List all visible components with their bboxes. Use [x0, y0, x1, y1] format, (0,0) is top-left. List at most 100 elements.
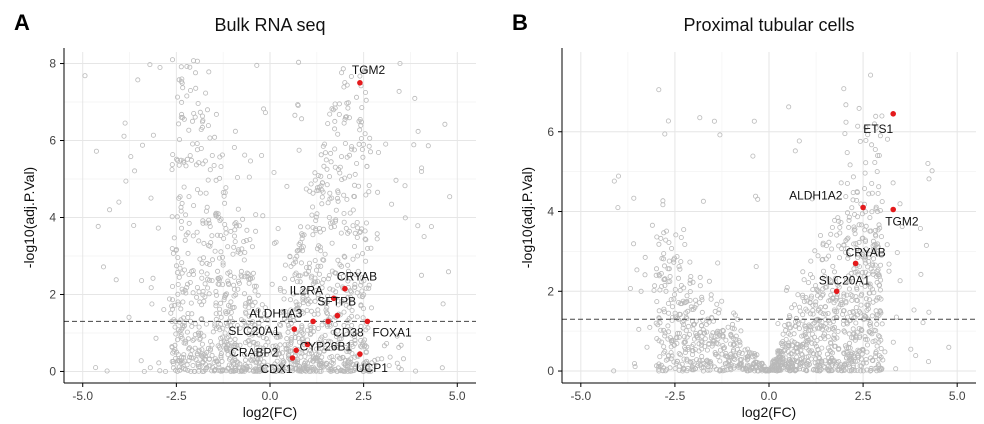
background-point	[863, 137, 869, 143]
background-point	[737, 361, 743, 367]
background-point	[733, 333, 739, 339]
background-point	[676, 367, 682, 373]
background-point	[351, 284, 357, 290]
background-point	[193, 85, 199, 91]
background-point	[867, 321, 873, 327]
gene-label: CRYAB	[846, 245, 886, 259]
background-point	[325, 276, 331, 282]
background-point	[652, 283, 658, 289]
background-point	[254, 357, 260, 363]
background-point	[815, 253, 821, 259]
background-point	[361, 68, 367, 74]
background-point	[669, 245, 675, 251]
background-point	[696, 341, 702, 347]
background-point	[886, 268, 892, 274]
background-point	[890, 180, 896, 186]
background-point	[836, 359, 842, 365]
background-point	[880, 357, 886, 363]
background-point	[672, 292, 678, 298]
background-point	[348, 289, 354, 295]
background-point	[810, 307, 816, 313]
background-point	[827, 320, 833, 326]
highlighted-point	[357, 351, 363, 357]
background-point	[345, 294, 351, 300]
background-point	[803, 323, 809, 329]
background-point	[197, 256, 203, 262]
background-point	[208, 240, 214, 246]
background-point	[670, 304, 676, 310]
background-point	[213, 111, 219, 117]
background-point	[360, 251, 366, 257]
background-point	[659, 255, 665, 261]
background-point	[311, 356, 317, 362]
background-point	[845, 235, 851, 241]
background-point	[232, 128, 238, 134]
background-point	[847, 309, 853, 315]
background-point	[319, 334, 325, 340]
background-point	[782, 347, 788, 353]
background-point	[220, 262, 226, 268]
background-point	[203, 190, 209, 196]
background-point	[668, 356, 674, 362]
background-point	[217, 346, 223, 352]
background-point	[247, 357, 253, 363]
background-point	[682, 339, 688, 345]
background-point	[731, 347, 737, 353]
background-point	[877, 334, 883, 340]
background-point	[344, 363, 350, 369]
background-point	[857, 333, 863, 339]
background-point	[333, 334, 339, 340]
background-point	[313, 218, 319, 224]
background-point	[786, 330, 792, 336]
background-point	[299, 309, 305, 315]
background-point	[875, 267, 881, 273]
background-point	[849, 367, 855, 373]
background-point	[251, 325, 257, 331]
background-point	[341, 192, 347, 198]
background-point	[797, 304, 803, 310]
background-point	[352, 354, 358, 360]
background-point	[239, 274, 245, 280]
background-point	[241, 257, 247, 263]
background-point	[688, 359, 694, 365]
background-point	[786, 104, 792, 110]
background-point	[685, 308, 691, 314]
background-point	[852, 314, 858, 320]
background-point	[846, 331, 852, 337]
background-point	[332, 118, 338, 124]
background-point	[359, 105, 365, 111]
background-point	[242, 357, 248, 363]
background-point	[810, 311, 816, 317]
background-point	[231, 274, 237, 280]
background-point	[199, 316, 205, 322]
background-point	[718, 368, 724, 374]
background-point	[333, 207, 339, 213]
background-point	[218, 368, 224, 374]
background-point	[228, 309, 234, 315]
background-point	[315, 326, 321, 332]
background-point	[363, 237, 369, 243]
y-tick-label: 2	[49, 287, 56, 301]
background-point	[859, 222, 865, 228]
background-point	[813, 343, 819, 349]
background-point	[689, 306, 695, 312]
background-point	[697, 274, 703, 280]
background-point	[885, 136, 891, 142]
background-point	[319, 194, 325, 200]
background-point	[800, 269, 806, 275]
background-point	[188, 368, 194, 374]
background-point	[783, 336, 789, 342]
background-point	[832, 324, 838, 330]
background-point	[178, 225, 184, 231]
background-point	[843, 119, 849, 125]
background-point	[354, 253, 360, 259]
background-point	[273, 368, 279, 374]
background-point	[389, 201, 395, 207]
background-point	[775, 349, 781, 355]
background-point	[339, 332, 345, 338]
background-point	[321, 226, 327, 232]
background-point	[717, 367, 723, 373]
background-point	[707, 359, 713, 365]
x-axis-label: log2(FC)	[243, 404, 297, 420]
background-point	[384, 340, 390, 346]
